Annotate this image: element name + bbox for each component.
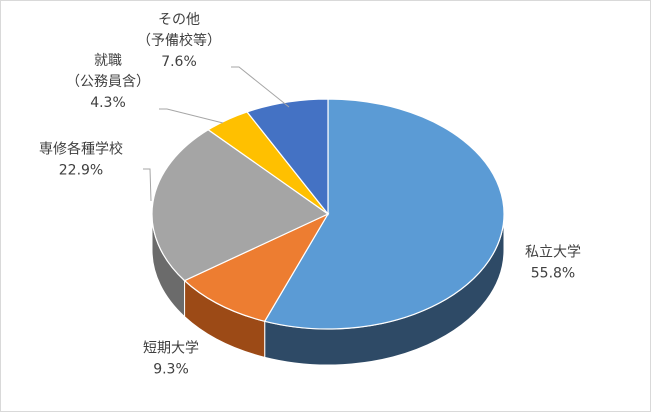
leader-line-2 [143, 168, 152, 202]
slice-name: 短期大学 [143, 341, 199, 357]
pie-labels: 私立大学 55.8% 短期大学 9.3% 専修各種学校 22.9% 就職 （公務員含） 4.3%… [39, 12, 581, 378]
pie-slice-4 [246, 98, 329, 216]
slice-name: 専修各種学校 [39, 141, 123, 158]
slice-name: （公務員含） [66, 74, 150, 90]
pie-slice-0 [263, 98, 505, 330]
slice-value: 4.3% [90, 95, 126, 111]
slice-label-0: 私立大学 55.8% [525, 245, 581, 282]
slice-name: その他 [158, 12, 200, 28]
slice-label-1: 短期大学 9.3% [143, 341, 199, 378]
slice-value: 55.8% [531, 266, 575, 282]
slice-name: 私立大学 [525, 245, 581, 261]
pie-tops [151, 98, 505, 330]
slice-label-4: その他 （予備校等） 7.6% [137, 12, 221, 70]
slice-value: 7.6% [161, 54, 197, 70]
pie-sides [151, 213, 505, 366]
slice-value: 22.9% [59, 163, 103, 179]
slice-name: 就職 [94, 53, 122, 69]
leader-line-3 [159, 108, 224, 124]
leader-line-4 [231, 66, 290, 108]
pie-slice-2 [151, 129, 330, 282]
slice-value: 9.3% [153, 362, 189, 378]
slice-name: （予備校等） [137, 32, 221, 49]
slice-label-2: 専修各種学校 22.9% [39, 141, 123, 179]
slice-label-3: 就職 （公務員含） 4.3% [66, 53, 150, 111]
pie-slice-1 [183, 212, 330, 322]
